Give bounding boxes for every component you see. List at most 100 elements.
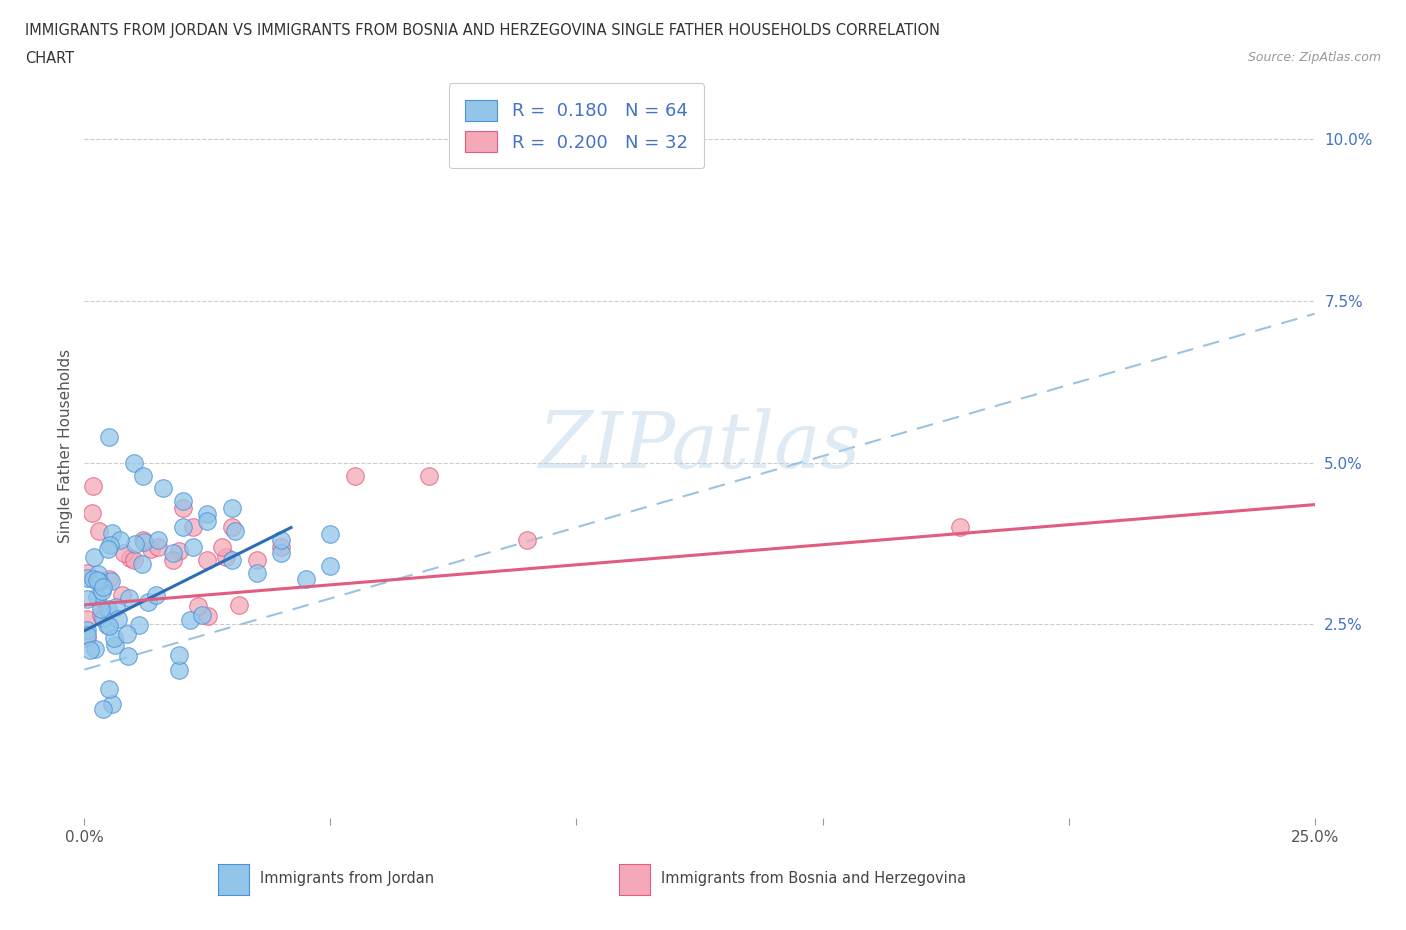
Point (90, 607, 112, 622)
Point (96, 618, 118, 632)
Point (228, 598, 250, 613)
Text: Immigrants from Bosnia and Herzegovina: Immigrants from Bosnia and Herzegovina (661, 871, 966, 886)
Point (122, 552, 145, 567)
Point (91, 584, 114, 599)
Point (181, 520, 204, 535)
Point (215, 550, 238, 565)
Point (179, 613, 201, 628)
Text: ZIPatlas: ZIPatlas (538, 408, 860, 485)
Point (224, 524, 246, 538)
Point (91, 702, 114, 717)
Point (107, 612, 129, 627)
Point (86, 589, 108, 604)
Point (148, 533, 170, 548)
Point (167, 662, 190, 677)
Point (167, 544, 190, 559)
Point (221, 552, 243, 567)
Point (82, 478, 104, 493)
Point (98, 682, 121, 697)
Point (82, 571, 104, 586)
Point (97, 618, 120, 633)
Point (120, 551, 142, 565)
Point (187, 598, 209, 613)
Point (110, 533, 132, 548)
Point (197, 507, 219, 522)
Point (91, 579, 114, 594)
Point (89, 524, 111, 538)
Point (104, 599, 127, 614)
Text: CHART: CHART (25, 51, 75, 66)
Point (172, 520, 194, 535)
Point (221, 520, 243, 535)
Y-axis label: Single Father Households: Single Father Households (58, 350, 73, 543)
Point (103, 631, 125, 645)
Point (100, 573, 122, 588)
Point (87, 566, 110, 581)
Point (76, 571, 98, 586)
Point (167, 648, 190, 663)
Point (152, 481, 174, 496)
Point (132, 535, 155, 550)
Point (172, 494, 194, 509)
Point (80, 506, 103, 521)
Point (148, 539, 170, 554)
Point (115, 626, 138, 641)
Point (295, 572, 318, 587)
Point (76, 622, 98, 637)
Text: IMMIGRANTS FROM JORDAN VS IMMIGRANTS FROM BOSNIA AND HERZEGOVINA SINGLE FATHER H: IMMIGRANTS FROM JORDAN VS IMMIGRANTS FRO… (25, 23, 941, 38)
Point (91, 611, 114, 626)
Text: Immigrants from Jordan: Immigrants from Jordan (260, 871, 434, 886)
Point (104, 638, 127, 653)
Point (211, 539, 233, 554)
Point (98, 572, 121, 587)
Point (172, 500, 194, 515)
Point (138, 594, 160, 609)
Point (221, 500, 243, 515)
Point (122, 455, 145, 470)
Point (98, 430, 121, 445)
Point (97, 602, 120, 617)
Point (132, 468, 155, 483)
Point (112, 546, 135, 561)
Point (344, 468, 367, 483)
Point (162, 546, 184, 561)
Point (246, 565, 269, 580)
Point (76, 592, 98, 607)
Point (76, 627, 98, 642)
Point (418, 468, 440, 483)
Point (128, 618, 150, 632)
Point (76, 612, 98, 627)
Text: Source: ZipAtlas.com: Source: ZipAtlas.com (1247, 51, 1381, 64)
Point (197, 513, 219, 528)
Point (145, 588, 167, 603)
Point (270, 546, 292, 561)
Point (76, 566, 98, 581)
Point (181, 539, 204, 554)
Point (162, 552, 184, 567)
Point (197, 552, 219, 567)
Point (516, 533, 538, 548)
Point (197, 608, 219, 623)
Point (90, 602, 112, 617)
Point (83, 550, 105, 565)
Point (100, 525, 122, 540)
Point (270, 533, 292, 548)
Point (98, 538, 121, 552)
Point (139, 541, 162, 556)
Point (949, 520, 972, 535)
Point (124, 537, 146, 551)
Point (89, 574, 111, 589)
Point (76, 631, 98, 645)
Point (83, 642, 105, 657)
Point (111, 588, 134, 603)
Point (132, 533, 155, 548)
Legend: R =  0.180   N = 64, R =  0.200   N = 32: R = 0.180 N = 64, R = 0.200 N = 32 (449, 84, 704, 168)
Point (97, 542, 120, 557)
Point (118, 591, 141, 605)
Point (117, 649, 139, 664)
Point (100, 697, 122, 711)
Point (79, 643, 101, 658)
Point (191, 607, 214, 622)
Point (131, 557, 153, 572)
Point (319, 526, 342, 541)
